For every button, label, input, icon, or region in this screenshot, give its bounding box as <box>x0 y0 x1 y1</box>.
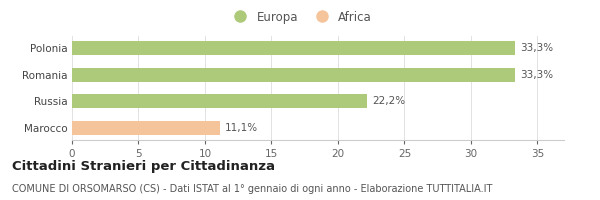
Text: COMUNE DI ORSOMARSO (CS) - Dati ISTAT al 1° gennaio di ogni anno - Elaborazione : COMUNE DI ORSOMARSO (CS) - Dati ISTAT al… <box>12 184 493 194</box>
Text: Cittadini Stranieri per Cittadinanza: Cittadini Stranieri per Cittadinanza <box>12 160 275 173</box>
Bar <box>72 94 367 108</box>
Bar <box>72 121 220 135</box>
Bar <box>72 41 515 55</box>
Text: 33,3%: 33,3% <box>520 70 553 80</box>
Text: 22,2%: 22,2% <box>373 96 406 106</box>
Bar <box>72 68 515 82</box>
Text: 11,1%: 11,1% <box>225 123 258 133</box>
Text: 33,3%: 33,3% <box>520 43 553 53</box>
Legend: Europa, Africa: Europa, Africa <box>223 6 377 28</box>
